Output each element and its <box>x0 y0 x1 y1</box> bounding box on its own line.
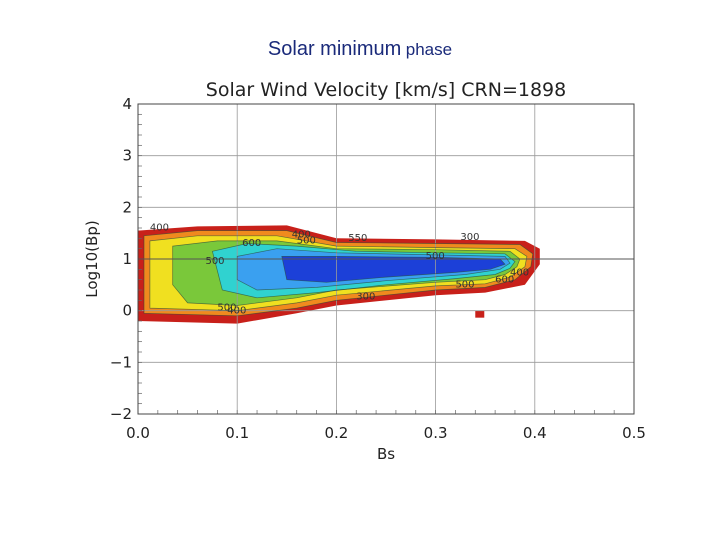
contour-label: 400 <box>292 229 311 240</box>
heatmap-layer <box>138 225 540 324</box>
contour-line <box>236 248 511 291</box>
contour-line <box>143 230 534 317</box>
contour-label: 550 <box>348 233 367 244</box>
x-tick-label: 0.3 <box>424 424 448 442</box>
x-tick-label: 0.2 <box>324 424 348 442</box>
y-tick-label: −1 <box>110 353 132 371</box>
y-tick-label: 3 <box>122 147 132 165</box>
x-tick-label: 0.1 <box>225 424 249 442</box>
contour-label: 600 <box>495 274 514 285</box>
contour-label: 500 <box>205 256 224 267</box>
contour-label: 500 <box>297 236 316 247</box>
plot-frame <box>137 103 635 415</box>
x-tick-label: 0.0 <box>126 424 150 442</box>
x-axis-ticks: 0.0 0.1 0.2 0.3 0.4 0.5 <box>126 424 646 442</box>
x-axis-label: Bs <box>377 445 395 463</box>
contour-label: 400 <box>227 305 246 316</box>
slide-title-sub: phase <box>405 40 453 59</box>
y-tick-label: 4 <box>122 95 132 113</box>
contour-line <box>211 243 516 299</box>
heatmap-outlier-cell <box>475 310 485 318</box>
y-tick-label: 1 <box>122 250 132 268</box>
contour-line <box>172 240 521 306</box>
gridlines <box>138 104 634 414</box>
contour-label: 500 <box>217 303 236 314</box>
contour-label: 400 <box>150 223 169 234</box>
y-axis-label: Log10(Bp) <box>83 220 101 297</box>
y-tick-label: −2 <box>110 405 132 423</box>
contour-lines <box>138 230 634 317</box>
y-tick-label: 0 <box>122 302 132 320</box>
heatmap-band-highest <box>281 256 505 283</box>
contour-label: 500 <box>455 279 474 290</box>
contour-label: 300 <box>356 291 375 302</box>
contour-label: 500 <box>426 251 445 262</box>
chart-title: Solar Wind Velocity [km/s] CRN=1898 <box>206 79 566 101</box>
contour-label: 400 <box>510 268 529 279</box>
contour-line <box>281 256 506 283</box>
contour-label: 300 <box>460 232 479 243</box>
slide-title: Solar minimum phase <box>0 38 720 61</box>
x-tick-label: 0.5 <box>622 424 646 442</box>
contour-line <box>149 235 528 312</box>
y-axis-ticks: 4 3 2 1 0 −1 −2 <box>110 95 132 423</box>
x-tick-label: 0.4 <box>523 424 547 442</box>
contour-label: 600 <box>242 238 261 249</box>
y-tick-label: 2 <box>122 198 132 216</box>
slide-title-main: Solar minimum <box>267 38 402 60</box>
